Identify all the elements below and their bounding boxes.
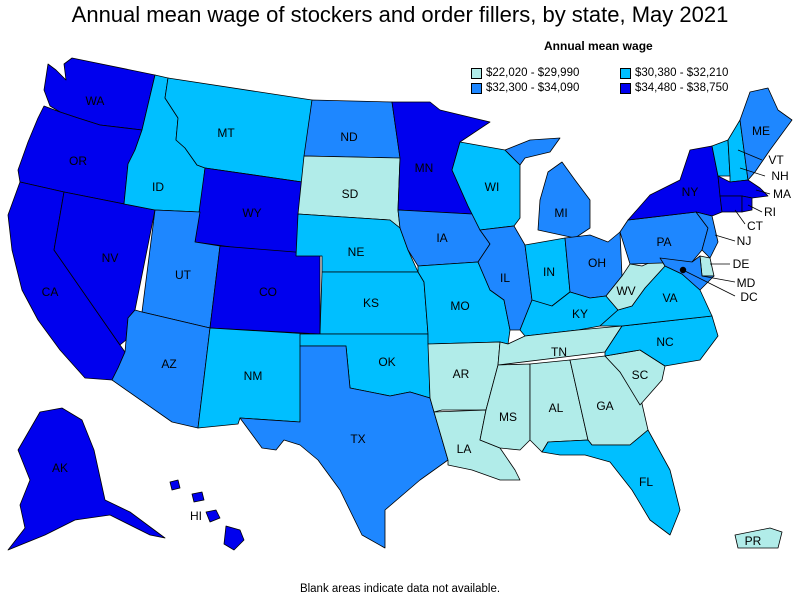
state-TN[interactable] [497,325,623,366]
label-MS: MS [499,410,517,424]
legend-item-4: $34,480 - $38,750 [620,81,728,95]
label-KY: KY [572,307,588,321]
label-VA: VA [662,291,677,305]
label-AZ: AZ [161,357,176,371]
label-MO: MO [450,299,469,313]
legend-label-1: $22,020 - $29,990 [486,67,580,79]
label-CA: CA [42,285,59,299]
legend-swatch-3 [471,82,482,94]
state-AK[interactable] [7,407,166,551]
state-IL[interactable] [477,225,533,331]
label-AR: AR [453,367,470,381]
legend-swatch-2 [620,67,631,79]
label-ND: ND [340,130,358,144]
state-TX[interactable] [239,345,449,549]
label-CO: CO [259,285,277,299]
legend-swatch-4 [620,82,631,94]
label-OH: OH [588,256,606,270]
legend-swatch-1 [471,67,482,79]
state-ME[interactable] [739,87,793,181]
label-WA: WA [86,94,105,108]
label-PA: PA [656,235,671,249]
legend-title: Annual mean wage [544,39,653,53]
legend-item-3: $32,300 - $34,090 [471,81,579,95]
label-DE: DE [733,257,750,271]
label-IA: IA [436,231,447,245]
state-NC[interactable] [604,315,719,367]
label-RI: RI [764,205,776,219]
label-OR: OR [69,154,87,168]
state-MD[interactable] [659,255,715,291]
state-WI[interactable] [451,141,521,231]
state-NY[interactable] [627,145,723,221]
label-ID: ID [152,180,164,194]
legend-item-2: $30,380 - $32,210 [620,66,728,80]
label-NC: NC [656,335,674,349]
label-TX: TX [350,432,365,446]
state-RI[interactable] [741,195,753,213]
label-DC: DC [740,290,758,304]
state-HI-big[interactable] [223,525,245,551]
label-PR: PR [745,534,762,548]
label-KS: KS [363,296,379,310]
label-IN: IN [543,265,555,279]
state-HI-maui[interactable] [205,509,221,523]
label-MN: MN [415,161,434,175]
label-HI: HI [190,509,202,523]
label-AL: AL [549,401,564,415]
map-title: Annual mean wage of stockers and order f… [71,2,729,27]
label-NE: NE [348,245,365,259]
label-MA: MA [773,187,791,201]
footnote: Blank areas indicate data not available. [299,583,501,595]
label-OK: OK [378,355,395,369]
label-MT: MT [217,126,235,140]
label-NJ: NJ [737,234,752,248]
label-IL: IL [500,271,510,285]
state-CT[interactable] [719,195,743,213]
label-WI: WI [485,180,500,194]
legend-label-2: $30,380 - $32,210 [635,67,729,79]
state-MI-upper[interactable] [504,137,561,166]
label-AK: AK [52,461,68,475]
label-SC: SC [632,368,649,382]
label-SD: SD [342,187,359,201]
legend-item-1: $22,020 - $29,990 [471,66,579,80]
label-UT: UT [175,268,192,282]
label-WY: WY [242,206,261,220]
legend-label-3: $32,300 - $34,090 [486,82,580,94]
state-HI-oahu[interactable] [191,491,205,503]
label-MI: MI [554,206,567,220]
label-VT: VT [768,153,784,167]
label-MD: MD [737,276,756,290]
state-ND[interactable] [303,99,401,159]
label-ME: ME [752,124,770,138]
label-TN: TN [551,345,567,359]
label-GA: GA [596,399,613,413]
state-MI[interactable] [537,161,591,239]
label-NM: NM [244,369,263,383]
label-NV: NV [102,251,119,265]
state-HI-kauai[interactable] [169,479,181,491]
label-FL: FL [639,475,653,489]
label-LA: LA [457,442,472,456]
label-CT: CT [747,219,764,233]
state-PR[interactable] [734,527,783,549]
state-FL[interactable] [541,429,681,536]
label-NH: NH [771,169,788,183]
legend-label-4: $34,480 - $38,750 [635,82,729,94]
label-NY: NY [682,185,699,199]
label-WV: WV [616,284,635,298]
